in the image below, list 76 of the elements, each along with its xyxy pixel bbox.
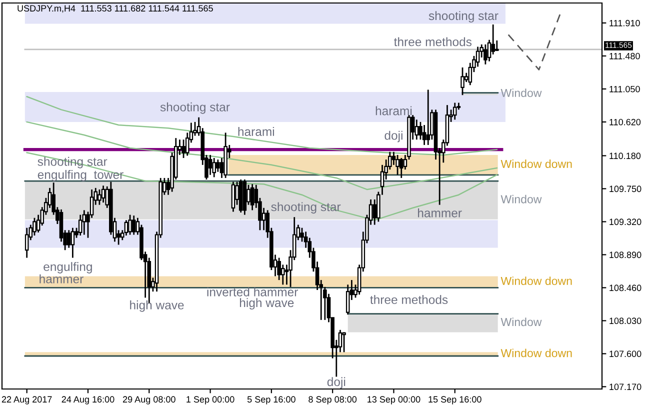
annotation: three methods bbox=[394, 37, 472, 46]
x-tick-label: 1 Sep 00:00 bbox=[186, 396, 234, 404]
candlestick bbox=[101, 184, 106, 204]
y-tick-label: 108.890 bbox=[610, 252, 642, 258]
y-tick-label: 109.320 bbox=[610, 218, 642, 226]
candlestick bbox=[132, 214, 136, 236]
annotation: engulfing bbox=[44, 262, 92, 274]
x-tick-label: 22 Aug 2017 bbox=[2, 396, 52, 404]
candlestick bbox=[78, 214, 82, 236]
candlestick bbox=[484, 44, 488, 66]
x-tick-label: 5 Sep 16:00 bbox=[247, 396, 296, 404]
band-label: Window bbox=[500, 88, 542, 98]
candlestick bbox=[426, 89, 430, 146]
annotation: hammer bbox=[40, 274, 84, 284]
candlestick bbox=[212, 157, 216, 178]
x-tick-label: 24 Aug 16:00 bbox=[62, 396, 114, 404]
y-tick-label: 107.170 bbox=[610, 384, 642, 390]
candlestick bbox=[128, 214, 132, 236]
candlestick bbox=[98, 188, 102, 206]
candlestick bbox=[231, 181, 236, 212]
candlestick bbox=[346, 284, 350, 316]
candlestick bbox=[452, 102, 457, 120]
candlestick bbox=[66, 229, 71, 248]
annotation: shooting star bbox=[428, 11, 498, 23]
candlestick bbox=[281, 264, 285, 286]
candlestick bbox=[216, 158, 220, 173]
band-label: Window down bbox=[500, 276, 572, 286]
annotation: high wave bbox=[130, 300, 184, 312]
y-tick-label: 111.050 bbox=[610, 86, 640, 92]
y-tick-label: 108.460 bbox=[610, 284, 642, 292]
candlestick bbox=[396, 154, 400, 176]
annotation: hammer bbox=[418, 208, 462, 218]
candlestick bbox=[414, 118, 419, 140]
y-tick-label: 110.620 bbox=[610, 118, 641, 126]
annotation: three methods bbox=[370, 295, 448, 304]
candlestick bbox=[399, 157, 404, 179]
annotation: inverted hammer bbox=[207, 287, 298, 296]
annotation: doji bbox=[384, 130, 402, 142]
annotation: shooting star bbox=[38, 156, 108, 168]
line-series bbox=[26, 152, 498, 221]
x-tick-label: 15 Sep 16:00 bbox=[428, 396, 482, 404]
candlestick bbox=[491, 24, 495, 56]
candlestick bbox=[182, 138, 186, 159]
line-series bbox=[26, 121, 498, 190]
band-label: Window bbox=[500, 318, 542, 326]
x-tick-label: 29 Aug 08:00 bbox=[122, 396, 176, 404]
candlestick bbox=[460, 66, 464, 96]
x-tick-label: 8 Sep 08:00 bbox=[308, 396, 357, 404]
candlestick bbox=[208, 154, 212, 176]
annotation: harami bbox=[376, 106, 412, 116]
candlestick bbox=[82, 210, 86, 236]
annotation: shooting star bbox=[160, 102, 230, 114]
chart-title: USDJPY.m,H4 111.553 111.682 111.544 111.565 bbox=[18, 5, 213, 13]
band-label: Window down bbox=[500, 160, 572, 168]
y-tick-label: 111.910 bbox=[610, 20, 640, 26]
candlestick bbox=[124, 219, 128, 236]
y-tick-label: 110.180 bbox=[610, 152, 641, 160]
annotation: engulfing tower bbox=[38, 170, 124, 182]
candlestick bbox=[250, 183, 254, 211]
line-series bbox=[26, 96, 498, 156]
candlestick bbox=[342, 332, 346, 353]
x-tick-label: 13 Sep 00:00 bbox=[368, 396, 420, 404]
candlestick bbox=[372, 198, 377, 226]
annotation: high wave bbox=[240, 298, 294, 310]
candlestick bbox=[70, 227, 75, 258]
annotation: doji bbox=[327, 377, 346, 389]
candlestick bbox=[277, 257, 281, 281]
y-tick-label: 109.750 bbox=[610, 186, 642, 192]
band-label: Window down bbox=[500, 348, 572, 358]
annotation: harami bbox=[238, 126, 274, 136]
y-tick-label: 108.030 bbox=[610, 318, 642, 324]
y-tick-label: 111.480 bbox=[610, 52, 640, 60]
candlestick bbox=[24, 227, 29, 258]
candlestick bbox=[32, 217, 36, 236]
y-tick-label: 107.600 bbox=[610, 350, 642, 358]
band-label: Window bbox=[500, 194, 542, 204]
